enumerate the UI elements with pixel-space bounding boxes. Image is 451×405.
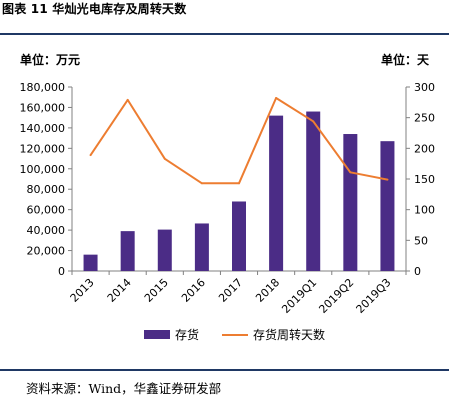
line-point [238, 182, 240, 185]
line-point [349, 171, 352, 174]
left-tick-label: 120,000 [20, 142, 66, 155]
left-tick-label: 0 [58, 265, 65, 278]
right-tick-label: 50 [414, 234, 428, 247]
bar-series [83, 111, 395, 272]
bar [380, 141, 395, 271]
left-unit-label: 单位：万元 [20, 53, 81, 67]
x-category-label: 2017 [216, 276, 245, 305]
bar [157, 229, 172, 271]
x-category-label: 2019Q1 [279, 276, 319, 316]
line-point [275, 97, 278, 100]
bar [306, 111, 321, 272]
tick-labels: 0 20,000 40,000 60,000 80,000 100,000 120,000 1… [20, 81, 436, 316]
left-tick-label: 60,000 [27, 204, 66, 217]
legend-swatch-bar [144, 330, 170, 339]
left-tick-label: 20,000 [27, 245, 66, 258]
bar [194, 223, 209, 271]
line-path [89, 97, 388, 185]
right-tick-label: 200 [414, 142, 435, 155]
line-point [126, 98, 129, 101]
bar [120, 231, 135, 271]
x-category-label: 2015 [142, 276, 171, 305]
right-tick-label: 300 [414, 81, 435, 94]
top-rule [0, 33, 449, 35]
figure-title: 图表 11 华灿光电库存及周转天数 [2, 2, 187, 16]
x-category-label: 2019Q2 [316, 276, 356, 316]
bar [232, 201, 246, 271]
bar [343, 134, 358, 271]
left-tick-label: 80,000 [27, 183, 66, 196]
x-category-label: 2014 [105, 276, 134, 305]
left-tick-label: 100,000 [20, 163, 66, 176]
left-tick-label: 140,000 [20, 122, 66, 135]
left-tick-label: 40,000 [27, 224, 66, 237]
bar [83, 254, 98, 271]
left-tick-label: 180,000 [20, 81, 66, 94]
right-tick-label: 250 [414, 112, 435, 125]
left-tick-label: 160,000 [20, 101, 66, 114]
right-tick-label: 0 [414, 265, 421, 278]
right-unit-label: 单位：天 [381, 53, 430, 67]
legend-label-line: 存货周转天数 [253, 327, 325, 342]
x-category-label: 2019Q3 [354, 276, 394, 316]
right-tick-label: 150 [414, 173, 435, 186]
line-point [89, 154, 92, 157]
x-category-label: 2018 [253, 276, 282, 305]
bottom-rule [0, 369, 449, 371]
right-tick-label: 100 [414, 204, 435, 217]
bar [269, 115, 284, 271]
legend: 存货 存货周转天数 [144, 327, 325, 342]
source-note: 资料来源：Wind，华鑫证券研发部 [26, 381, 222, 396]
x-category-label: 2013 [68, 276, 97, 305]
legend-label-bar: 存货 [175, 327, 199, 342]
line-point [163, 157, 166, 160]
line-series [89, 97, 389, 185]
line-point [386, 178, 389, 181]
x-category-label: 2016 [179, 276, 208, 305]
line-point [312, 120, 315, 123]
line-point [200, 182, 203, 185]
